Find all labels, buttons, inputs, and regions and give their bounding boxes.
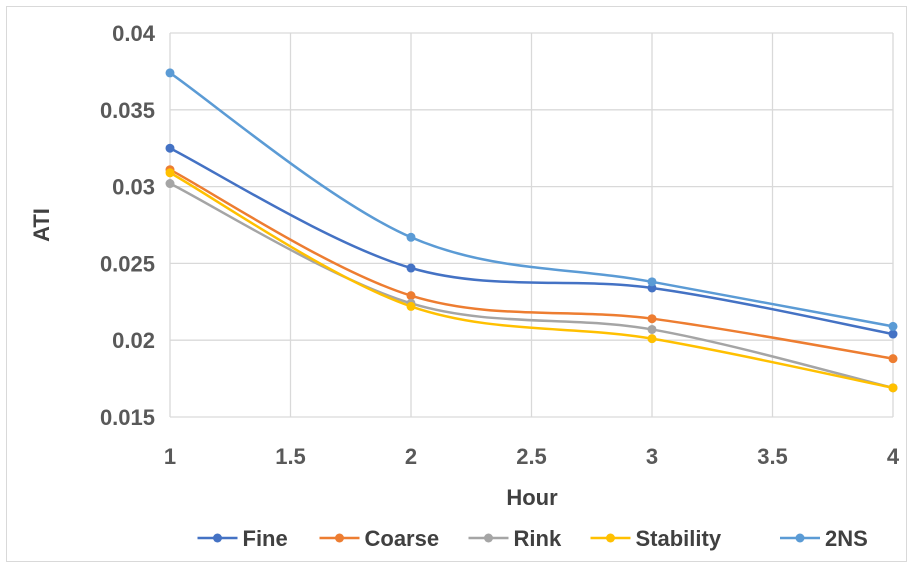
chart-frame bbox=[6, 6, 907, 562]
data-point-fine bbox=[406, 263, 416, 273]
legend-item-fine: Fine bbox=[197, 526, 288, 551]
x-tick-label: 1.5 bbox=[275, 444, 306, 469]
data-point-2ns bbox=[406, 232, 416, 242]
y-tick-label: 0.025 bbox=[100, 251, 155, 276]
data-point-stability bbox=[406, 301, 416, 311]
series-line-rink bbox=[169, 182, 894, 390]
x-axis-ticks: 1 1.5 2 2.5 3 3.5 4 bbox=[164, 444, 900, 469]
data-point-rink bbox=[165, 179, 175, 189]
legend-item-stability: Stability bbox=[590, 526, 722, 551]
y-tick-label: 0.03 bbox=[112, 175, 155, 200]
x-tick-label: 3.5 bbox=[757, 444, 788, 469]
legend-swatch-marker bbox=[795, 533, 805, 543]
legend-label: Stability bbox=[636, 526, 722, 551]
legend-item-rink: Rink bbox=[468, 526, 562, 551]
x-tick-label: 2.5 bbox=[516, 444, 547, 469]
series-points bbox=[165, 68, 898, 393]
data-point-coarse bbox=[647, 314, 657, 324]
y-axis-title: ATI bbox=[29, 208, 54, 242]
legend-swatch-marker bbox=[213, 533, 222, 543]
data-point-fine bbox=[165, 143, 175, 153]
legend-swatch-marker bbox=[484, 533, 493, 543]
x-tick-label: 4 bbox=[887, 444, 900, 469]
data-point-stability bbox=[647, 334, 657, 344]
legend-item-2ns: 2NS bbox=[780, 526, 868, 551]
legend-label: 2NS bbox=[825, 526, 868, 551]
legend-swatch-marker bbox=[335, 533, 344, 543]
y-tick-label: 0.04 bbox=[112, 21, 156, 46]
data-point-coarse bbox=[406, 291, 416, 301]
y-axis-ticks: 0.015 0.02 0.025 0.03 0.035 0.04 bbox=[100, 21, 156, 430]
y-tick-label: 0.035 bbox=[100, 98, 155, 123]
data-point-fine bbox=[888, 329, 898, 339]
legend-label: Fine bbox=[243, 526, 288, 551]
series-line-2ns bbox=[169, 71, 894, 328]
data-point-stability bbox=[165, 168, 175, 178]
series-line-fine bbox=[169, 147, 894, 336]
series-line-stability bbox=[169, 171, 894, 390]
y-tick-label: 0.015 bbox=[100, 405, 155, 430]
legend-label: Coarse bbox=[365, 526, 440, 551]
data-point-2ns bbox=[165, 68, 175, 78]
y-tick-label: 0.02 bbox=[112, 328, 155, 353]
data-point-coarse bbox=[888, 354, 898, 364]
series-lines bbox=[169, 71, 894, 390]
legend-item-coarse: Coarse bbox=[319, 526, 440, 551]
x-tick-label: 1 bbox=[164, 444, 176, 469]
x-axis-title: Hour bbox=[506, 485, 558, 510]
data-point-2ns bbox=[647, 277, 657, 287]
legend-swatch-marker bbox=[606, 533, 615, 543]
data-point-stability bbox=[888, 383, 898, 393]
legend-label: Rink bbox=[514, 526, 562, 551]
gridlines bbox=[169, 32, 894, 418]
series-line-coarse bbox=[169, 168, 894, 360]
legend: Fine Coarse Rink Stability 2NS bbox=[197, 526, 868, 551]
data-point-rink bbox=[647, 324, 657, 334]
x-tick-label: 3 bbox=[646, 444, 658, 469]
data-point-2ns bbox=[888, 321, 898, 331]
x-tick-label: 2 bbox=[405, 444, 417, 469]
